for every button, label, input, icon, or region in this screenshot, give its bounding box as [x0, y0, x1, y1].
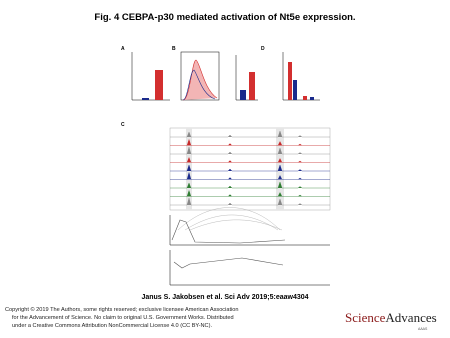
line — [173, 257, 284, 269]
track — [170, 197, 330, 206]
plot-frame — [180, 51, 220, 101]
histogram — [182, 69, 216, 101]
copyright-line: for the Advancement of Science. No claim… — [12, 315, 234, 321]
title: Fig. 4 CEBPA-p30 mediated activation of … — [94, 12, 355, 23]
axis — [131, 52, 170, 101]
bar — [293, 80, 297, 100]
track — [170, 171, 330, 180]
panel-label: D — [261, 46, 265, 52]
citation: Janus S. Jakobsen et al. Sci Adv 2019;5:… — [141, 294, 308, 301]
axis — [169, 215, 330, 246]
copyright-line: under a Creative Commons Attribution Non… — [12, 323, 212, 329]
logo-part: Advances — [385, 310, 436, 325]
copyright-line: Copyright © 2019 The Authors, some right… — [5, 306, 238, 313]
track — [170, 189, 330, 197]
track — [170, 138, 330, 146]
panel-label: A — [121, 46, 125, 52]
figure: A B C D — [121, 46, 331, 286]
track — [170, 130, 330, 138]
line — [171, 219, 286, 244]
logo-tag: AAAS — [418, 327, 428, 331]
bar — [249, 72, 255, 100]
bar — [240, 90, 246, 100]
panel-label: B — [172, 46, 176, 52]
track — [170, 146, 330, 155]
bar — [310, 97, 314, 100]
track — [170, 164, 330, 172]
bar — [303, 96, 307, 100]
bar — [288, 62, 292, 100]
histogram — [182, 59, 218, 101]
track — [170, 181, 330, 189]
loop-arcs — [177, 207, 283, 231]
axis — [169, 250, 330, 286]
bar — [155, 70, 163, 100]
axis — [282, 52, 320, 101]
logo-part: Science — [345, 310, 386, 325]
panel-label: C — [121, 122, 125, 128]
track-frame — [169, 127, 331, 211]
track — [170, 156, 330, 163]
bar — [142, 98, 149, 100]
logo: ScienceAdvances — [345, 310, 437, 325]
tracks — [170, 130, 330, 206]
